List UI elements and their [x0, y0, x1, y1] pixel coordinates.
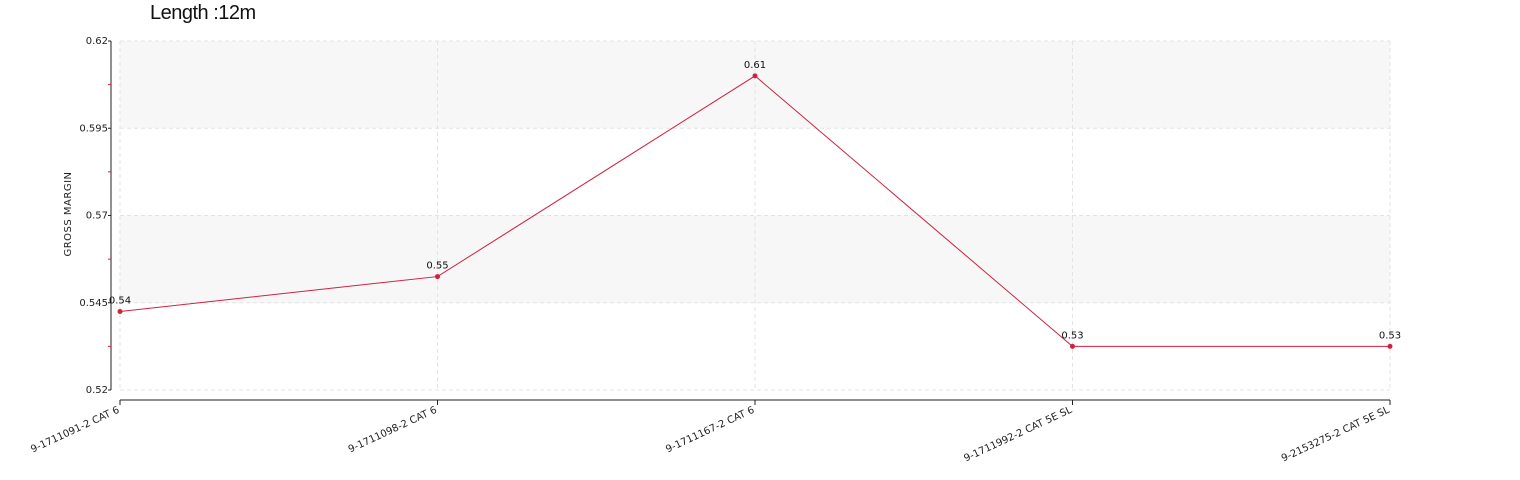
y-tick-label: 0.545	[79, 298, 108, 309]
y-tick-label: 0.595	[79, 123, 108, 134]
y-ticks: 0.52 0.545 0.57 0.595 0.62	[79, 36, 111, 396]
data-label: 0.55	[426, 261, 448, 272]
x-tick-label: 9-1711098-2 CAT 6	[347, 405, 439, 456]
chart-title: Length :12m	[150, 2, 256, 24]
data-label: 0.53	[1061, 330, 1083, 341]
x-tick-label: 9-1711167-2 CAT 6	[664, 405, 756, 456]
data-label: 0.61	[744, 60, 766, 71]
grid-lines	[119, 40, 1391, 391]
data-point	[117, 308, 123, 314]
series-line	[117, 73, 1393, 349]
data-labels: 0.54 0.55 0.61 0.53 0.53	[109, 60, 1401, 341]
y-axis-label: GROSS MARGIN	[63, 171, 74, 256]
data-point	[752, 73, 758, 79]
background-bands	[120, 41, 1390, 303]
x-tick-label: 9-1711992-2 CAT 5E SL	[962, 405, 1074, 465]
y-tick-label: 0.52	[86, 385, 108, 396]
x-ticks: 9-1711091-2 CAT 6 9-1711098-2 CAT 6 9-1711…	[29, 400, 1392, 465]
data-point	[435, 274, 440, 280]
y-tick-label: 0.62	[86, 36, 108, 47]
data-point	[1070, 343, 1075, 349]
data-point	[1387, 343, 1393, 349]
data-label: 0.54	[109, 295, 131, 306]
data-label: 0.53	[1379, 330, 1401, 341]
y-tick-label: 0.57	[86, 211, 108, 222]
x-tick-label: 9-1711091-2 CAT 6	[29, 405, 121, 456]
x-tick-label: 9-2153275-2 CAT 5E SL	[1280, 405, 1392, 465]
